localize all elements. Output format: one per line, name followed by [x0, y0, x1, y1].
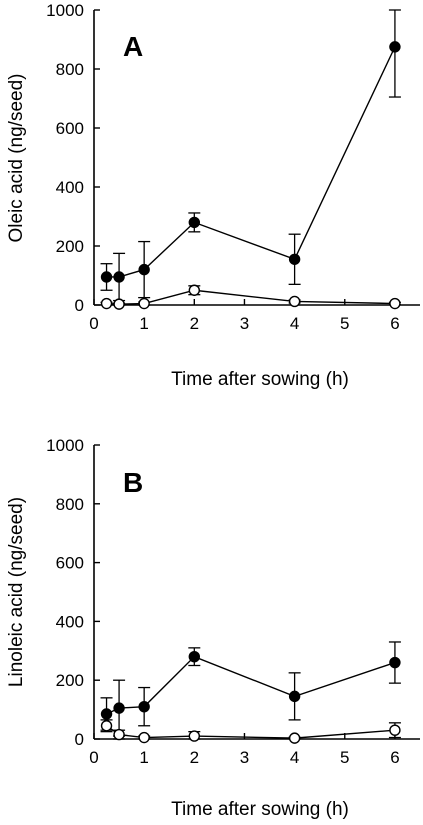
panel-a-series-filled-point	[389, 41, 401, 53]
panel-a-y-tick-label: 800	[56, 60, 84, 79]
panel-a-series-filled-point	[188, 216, 201, 229]
panel-a-x-tick-label: 1	[139, 314, 148, 333]
panel-b-series-open-point	[389, 724, 401, 736]
panel-b-series-filled-point	[138, 700, 150, 713]
panel-a-x-tick-label: 2	[190, 314, 199, 333]
panel-a-x-tick-label: 6	[390, 314, 399, 333]
panel-a-series-filled-point	[100, 271, 113, 283]
panel-b-y-axis-title: Linoleic acid (ng/seed)	[6, 497, 27, 687]
panel-a-series-filled-point	[138, 263, 150, 276]
panel-b-y-tick-label: 1000	[46, 436, 84, 455]
panel-a-series-open-point	[188, 284, 201, 296]
panel-b-x-tick-label: 4	[290, 748, 299, 767]
panel-b-series-open-point	[113, 728, 125, 741]
panel-b-y-tick-label: 800	[56, 495, 84, 514]
panel-b-x-tick-label: 1	[139, 748, 148, 767]
panel-a-series-open-point	[288, 295, 301, 308]
panel-b-series-filled-point	[389, 656, 401, 669]
panel-b-series-open-point	[188, 730, 201, 742]
panel-b-series-filled-line	[106, 655, 396, 715]
panel-a-y-tick-label: 200	[56, 237, 84, 256]
panel-b-series-filled-point	[188, 650, 201, 663]
panel-a-x-tick-label: 0	[89, 314, 98, 333]
panel-a-y-axis-title: Oleic acid (ng/seed)	[6, 74, 27, 243]
panel-a-series-open-point	[389, 297, 401, 310]
panel-a-series-filled-line	[106, 46, 396, 278]
panel-a-label: A	[123, 31, 143, 62]
panel-a-y-tick-label: 400	[56, 178, 84, 197]
panel-b-series-filled-point	[113, 702, 125, 714]
panel-b-x-tick-label: 6	[390, 748, 399, 767]
panel-b-series-open-point	[138, 731, 150, 744]
panel-b-label: B	[123, 467, 143, 498]
panel-a-series-open-point	[100, 297, 113, 310]
panel-a-x-tick-label: 3	[240, 314, 249, 333]
panel-a-x-axis-title: Time after sowing (h)	[171, 369, 349, 390]
panel-b-x-axis-title: Time after sowing (h)	[171, 799, 349, 820]
panel-a-series-filled-point	[288, 253, 301, 265]
panel-a-series-open-point	[113, 298, 125, 310]
panel-b-y-tick-label: 0	[75, 730, 84, 749]
panel-a-y-tick-label: 600	[56, 119, 84, 138]
panel-b-x-tick-label: 5	[340, 748, 349, 767]
panel-b-x-tick-label: 3	[240, 748, 249, 767]
panel-b-y-tick-label: 400	[56, 612, 84, 631]
panel-a-x-tick-label: 5	[340, 314, 349, 333]
panel-a-y-tick-label: 0	[75, 296, 84, 315]
panel-b-series-open-point	[100, 720, 113, 732]
panel-a: A Time after sowing (h) Oleic acid (ng/s…	[6, 1, 420, 390]
panel-a-y-tick-label: 1000	[46, 1, 84, 20]
panel-b-series-filled-point	[288, 690, 301, 703]
panel-b-y-tick-label: 600	[56, 554, 84, 573]
panel-a-series-filled-point	[113, 271, 125, 283]
panel-b-y-tick-label: 200	[56, 671, 84, 690]
panel-a-x-tick-label: 4	[290, 314, 299, 333]
panel-b-series-filled-point	[100, 708, 113, 720]
panel-b-x-tick-label: 2	[190, 748, 199, 767]
panel-b-x-tick-label: 0	[89, 748, 98, 767]
panel-b-series-open-point	[288, 732, 301, 744]
panel-b: B Time after sowing (h) Linoleic acid (n…	[6, 436, 420, 820]
panel-a-series-open-point	[138, 297, 150, 310]
